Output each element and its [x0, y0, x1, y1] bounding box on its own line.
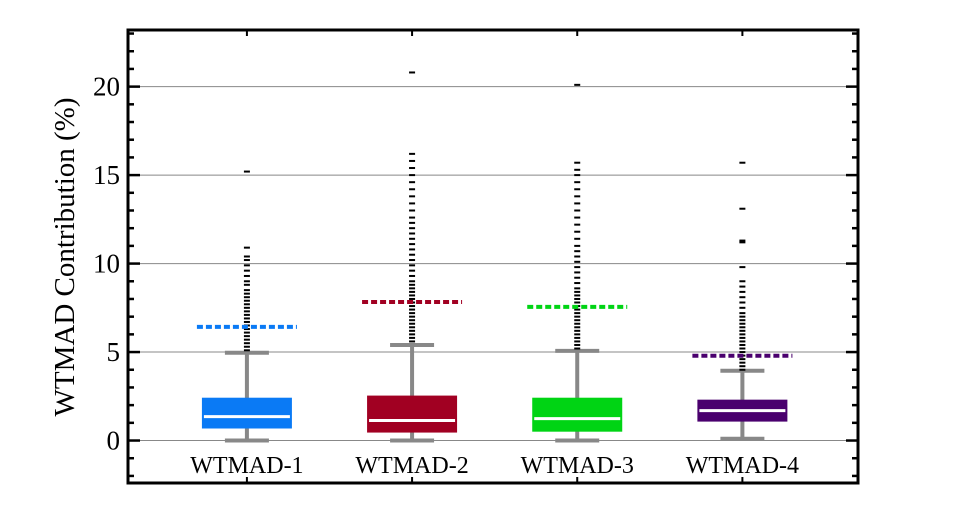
box-iqr: [532, 397, 623, 432]
y-tick-label: 5: [107, 337, 121, 367]
plot-area: [196, 71, 793, 443]
box-wtmad-3: [527, 83, 628, 443]
axes: WTMAD-1 WTMAD-2 WTMAD-3 WTMAD-4 0 5 10 15 20: [93, 28, 860, 485]
y-tick-label: 20: [93, 72, 120, 102]
x-tick-label: WTMAD-2: [355, 453, 468, 479]
x-tick-label: WTMAD-1: [190, 453, 303, 479]
x-tick-label: WTMAD-3: [521, 453, 634, 479]
y-axis-label: WTMAD Contribution (%): [49, 98, 81, 417]
y-tick-label: 10: [93, 249, 120, 279]
y-tick-label: 0: [107, 426, 121, 456]
plot-frame: [126, 28, 860, 485]
x-tick-label: WTMAD-4: [686, 453, 799, 479]
grid-lines: [128, 86, 858, 442]
box-wtmad-4: [692, 161, 793, 441]
box-wtmad-2: [362, 71, 463, 443]
y-tick-label: 15: [93, 160, 120, 190]
box-wtmad-1: [196, 170, 297, 443]
box-iqr: [367, 395, 458, 433]
box-iqr: [201, 397, 292, 429]
